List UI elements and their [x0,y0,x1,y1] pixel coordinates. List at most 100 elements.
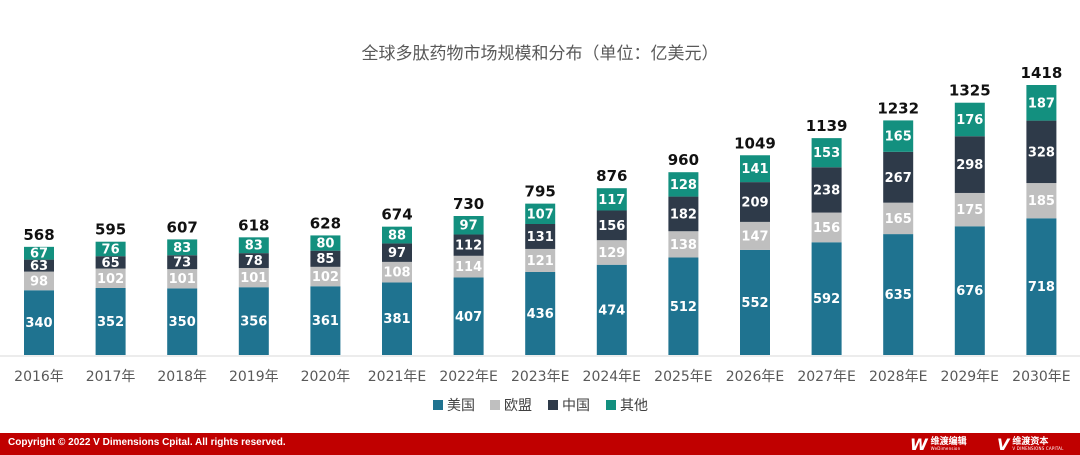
bar-segment-2-14 [954,192,985,227]
x-tick-label: 2017年 [86,369,136,385]
bar-value-label: 175 [956,203,983,218]
bar-segment-1-1 [24,290,54,355]
bar-value-label: 107 [527,207,554,222]
bar-segment-1-3 [167,288,198,355]
bar-segment-3-6 [382,243,412,262]
bar-segment-3-4 [238,253,269,268]
bar-segment-1-12 [811,242,842,355]
bar-value-label: 67 [30,247,48,262]
bar-segment-2-9 [596,240,627,265]
bar-value-label: 97 [388,246,406,261]
legend: 美国 欧盟 中国 其他 [433,398,648,414]
bar-segment-4-1 [24,246,54,260]
bar-value-label: 85 [316,252,334,267]
bar-segment-1-4 [238,287,269,355]
bar-total-label: 730 [453,195,484,213]
bar-segment-3-8 [525,223,556,249]
bar-segment-3-5 [310,250,341,267]
x-tick-label: 2021年E [368,369,426,385]
logo2-en-text: V DIMENSIONS CAPITAL [1012,445,1064,451]
logo1-en-text: WeDimension [930,445,961,451]
bar-value-label: 128 [670,178,697,193]
bar-segment-2-13 [883,202,914,235]
wedimension-logo-icon: W [910,434,928,454]
bar-value-label: 78 [245,254,263,269]
bar-value-label: 121 [527,254,554,269]
bar-segment-2-6 [382,261,412,283]
bar-segment-1-13 [883,234,914,355]
bar-total-label: 607 [167,218,198,236]
bar-value-label: 102 [97,272,124,287]
x-tick-label: 2024年E [583,369,641,385]
legend-label: 其他 [620,398,648,414]
bar-value-label: 356 [240,315,267,330]
bar-segment-2-7 [453,255,484,278]
bar-value-label: 83 [245,239,263,254]
bar-value-label: 76 [102,242,120,257]
bar-value-label: 209 [741,196,768,211]
bar-segment-4-11 [740,155,770,183]
bar-value-label: 512 [670,300,697,315]
bar-value-label: 718 [1028,280,1055,295]
bar-value-label: 592 [813,292,840,307]
bar-segment-3-15 [1026,120,1057,184]
bar-total-label: 1139 [806,117,848,135]
bar-segment-2-8 [525,248,556,272]
bar-segment-4-6 [382,226,412,244]
bar-value-label: 474 [598,303,625,318]
bar-value-label: 138 [670,238,697,253]
copyright-text: Copyright © 2022 V Dimensions Cpital. Al… [8,437,286,448]
bar-value-label: 80 [316,237,334,252]
x-tick-label: 2030年E [1012,369,1070,385]
bar-segment-2-5 [310,266,341,287]
bar-value-label: 108 [383,266,410,281]
bar-value-label: 182 [670,207,697,222]
vdimensions-logo-icon: V [997,434,1010,454]
bar-segment-3-2 [95,256,126,269]
bar-value-label: 298 [956,158,983,173]
bar-value-label: 267 [885,171,912,186]
bar-segment-4-4 [238,237,269,254]
x-tick-label: 2018年 [157,369,207,385]
legend-label: 中国 [562,398,590,414]
bar-segment-4-5 [310,235,341,251]
bar-segment-3-9 [596,210,627,241]
bar-total-label: 1418 [1021,64,1063,82]
bar-segment-1-10 [668,257,699,355]
bar-segment-1-15 [1026,218,1057,355]
bar-segment-2-12 [811,212,842,243]
bar-value-label: 156 [813,221,840,236]
bar-value-label: 131 [527,230,554,245]
bar-total-label: 628 [310,214,341,232]
bar-segment-3-3 [167,255,198,270]
bar-segment-1-5 [310,286,341,355]
bar-value-label: 101 [169,272,196,287]
bar-segment-3-11 [740,182,770,222]
legend-swatch [433,400,443,410]
bar-total-label: 1325 [949,82,991,100]
bar-segment-4-14 [954,102,985,137]
bar-value-label: 88 [388,229,406,244]
bar-segment-4-2 [95,241,126,257]
bar-value-label: 156 [598,219,625,234]
bar-value-label: 676 [956,284,983,299]
bar-total-label: 595 [95,221,126,239]
legend-swatch [548,400,558,410]
legend-swatch [606,400,616,410]
bar-segment-3-13 [883,151,914,203]
bar-value-label: 350 [169,315,196,330]
x-tick-label: 2022年E [439,369,497,385]
bar-segment-3-7 [453,234,484,256]
bar-value-label: 635 [885,288,912,303]
bar-segment-4-13 [883,120,914,152]
bar-value-label: 63 [30,259,48,274]
bar-segment-2-3 [167,269,198,289]
bar-total-label: 1232 [877,99,919,117]
bar-total-label: 568 [23,226,54,244]
bar-value-label: 97 [460,219,478,234]
bar-value-label: 114 [455,260,482,275]
bar-value-label: 98 [30,274,48,289]
bar-segment-3-1 [24,259,54,272]
x-tick-label: 2028年E [869,369,927,385]
logo1-cn-text: 维渡编辑 [930,436,967,447]
